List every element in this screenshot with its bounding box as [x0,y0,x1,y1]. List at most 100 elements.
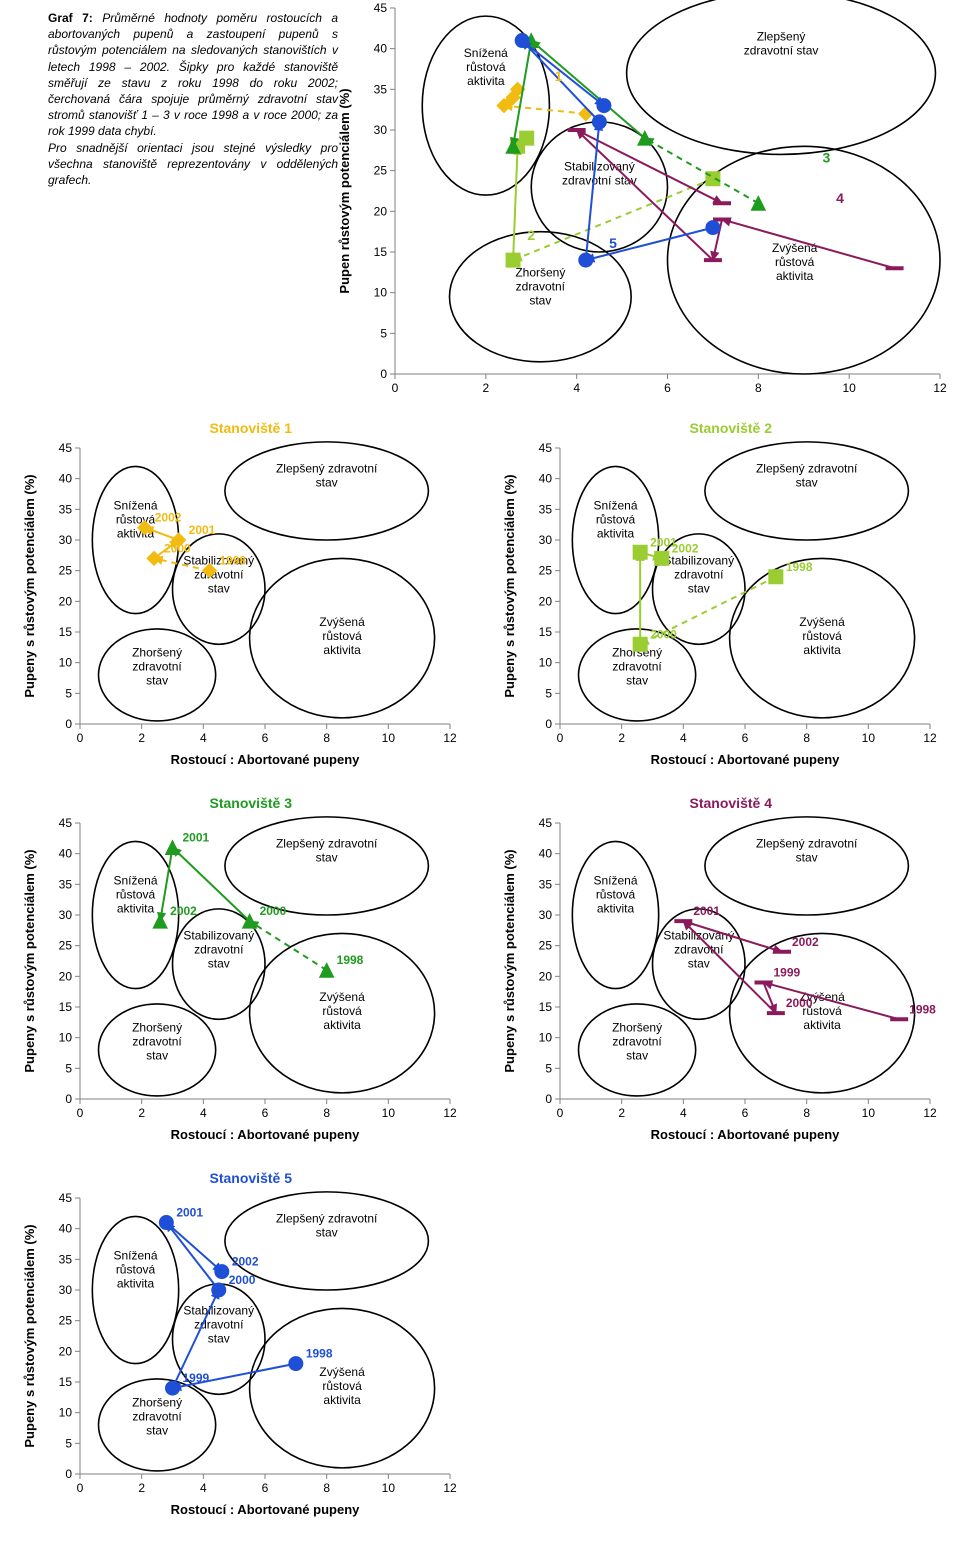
svg-text:2002: 2002 [232,1255,259,1269]
svg-text:Zlepšený zdravotní: Zlepšený zdravotní [276,1212,378,1226]
x-axis-label: Rostoucí : Abortované pupeny [651,752,841,767]
svg-text:Snížená: Snížená [593,498,637,512]
svg-text:stav: stav [146,1049,168,1063]
main-chart: 024681012051015202530354045Pupen růstový… [335,0,950,400]
main-chart-svg: 024681012051015202530354045Pupen růstový… [335,0,950,400]
svg-text:Snížená: Snížená [113,498,157,512]
svg-text:10: 10 [842,381,856,395]
svg-text:aktivita: aktivita [323,1018,361,1032]
svg-text:2002: 2002 [155,511,182,525]
svg-text:1998: 1998 [337,953,364,967]
svg-text:45: 45 [59,441,73,455]
svg-text:25: 25 [59,564,73,578]
svg-text:35: 35 [374,82,388,96]
svg-text:Zlepšený zdravotní: Zlepšený zdravotní [756,462,858,476]
svg-text:2002: 2002 [170,904,197,918]
svg-text:0: 0 [65,1467,72,1481]
svg-text:2002: 2002 [792,935,819,949]
svg-text:Zlepšený zdravotní: Zlepšený zdravotní [756,837,858,851]
x-axis-label: Rostoucí : Abortované pupeny [171,1127,361,1142]
svg-text:4: 4 [200,1106,207,1120]
svg-text:růstová: růstová [802,629,842,643]
svg-text:Stabilizovaný: Stabilizovaný [183,929,254,943]
x-axis-label: Rostoucí : Abortované pupeny [171,752,361,767]
svg-text:30: 30 [59,1283,73,1297]
y-axis-label: Pupeny s růstovým potenciálem (%) [502,474,517,697]
chart-title: Stanoviště 2 [690,420,772,436]
svg-text:10: 10 [374,286,388,300]
svg-text:8: 8 [755,381,762,395]
svg-text:12: 12 [443,1106,457,1120]
svg-text:1998: 1998 [909,1002,936,1016]
svg-text:45: 45 [539,816,553,830]
svg-text:stav: stav [146,1424,168,1438]
svg-text:4: 4 [200,1481,207,1495]
svg-text:růstová: růstová [116,887,156,901]
svg-text:25: 25 [539,564,553,578]
svg-text:12: 12 [443,1481,457,1495]
svg-text:stav: stav [146,674,168,688]
svg-text:Snížená: Snížená [113,873,157,887]
svg-text:stav: stav [208,582,230,596]
svg-text:aktivita: aktivita [323,1393,361,1407]
svg-text:2000: 2000 [229,1273,256,1287]
svg-text:2: 2 [618,731,625,745]
svg-text:5: 5 [65,686,72,700]
svg-text:růstová: růstová [775,255,815,269]
svg-text:růstová: růstová [322,629,362,643]
svg-text:12: 12 [933,381,947,395]
chart-site1: 024681012051015202530354045Rostoucí : Ab… [20,440,460,770]
svg-text:15: 15 [59,625,73,639]
svg-text:aktivita: aktivita [776,269,814,283]
svg-text:Zvýšená: Zvýšená [772,241,818,255]
svg-text:5: 5 [609,235,617,251]
svg-text:zdravotní: zdravotní [612,1035,662,1049]
svg-text:0: 0 [77,1481,84,1495]
svg-text:25: 25 [59,939,73,953]
svg-text:Zvýšená: Zvýšená [319,615,365,629]
svg-text:10: 10 [382,1481,396,1495]
svg-text:10: 10 [382,1106,396,1120]
svg-text:Zvýšená: Zvýšená [799,615,845,629]
svg-text:30: 30 [539,908,553,922]
svg-text:30: 30 [59,908,73,922]
svg-text:1999: 1999 [183,1371,210,1385]
svg-text:0: 0 [77,731,84,745]
svg-text:0: 0 [545,717,552,731]
svg-text:10: 10 [382,731,396,745]
chart-title: Stanoviště 3 [210,795,292,811]
svg-text:35: 35 [59,502,73,516]
chart-site5: 024681012051015202530354045Rostoucí : Ab… [20,1190,460,1520]
svg-text:0: 0 [545,1092,552,1106]
svg-text:6: 6 [664,381,671,395]
svg-text:1999: 1999 [774,965,801,979]
svg-text:stav: stav [626,674,648,688]
svg-text:4: 4 [573,381,580,395]
svg-text:1998: 1998 [306,1347,333,1361]
svg-text:35: 35 [59,877,73,891]
chart-site1-svg: 024681012051015202530354045Rostoucí : Ab… [20,440,460,770]
figure-caption: Graf 7: Průměrné hodnoty poměru rostoucí… [48,10,338,188]
svg-text:stav: stav [688,957,710,971]
svg-text:Snížená: Snížená [113,1248,157,1262]
svg-text:Zvýšená: Zvýšená [319,1365,365,1379]
svg-text:zdravotní: zdravotní [194,568,244,582]
svg-text:aktivita: aktivita [803,1018,841,1032]
svg-text:Zhoršený: Zhoršený [132,1396,182,1410]
chart-title: Stanoviště 1 [210,420,292,436]
y-axis-label: Pupeny s růstovým potenciálem (%) [22,1224,37,1447]
svg-text:4: 4 [200,731,207,745]
svg-text:2: 2 [482,381,489,395]
svg-text:stav: stav [796,476,818,490]
svg-text:2: 2 [138,1481,145,1495]
svg-text:2: 2 [138,731,145,745]
svg-text:aktivita: aktivita [803,643,841,657]
svg-text:25: 25 [539,939,553,953]
svg-text:stav: stav [796,851,818,865]
svg-text:8: 8 [323,1481,330,1495]
chart-site2: 024681012051015202530354045Rostoucí : Ab… [500,440,940,770]
svg-text:10: 10 [539,1031,553,1045]
svg-text:6: 6 [262,1481,269,1495]
caption-body-2: Pro snadnější orientaci jsou stejné výsl… [48,141,338,187]
svg-text:růstová: růstová [596,512,636,526]
